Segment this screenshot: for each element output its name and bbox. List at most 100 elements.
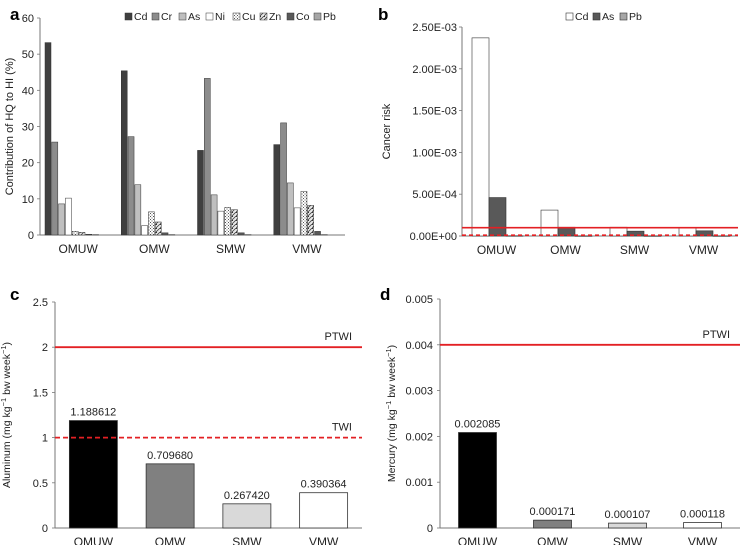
chart-panel-a: 0 10 20 30 40 50 60 Contribution of HQ to HI (%… xyxy=(4,11,345,256)
legend-label: Cd xyxy=(575,11,589,23)
x-tick-label: OMUW xyxy=(58,242,98,256)
legend-label: Cr xyxy=(161,11,173,23)
x-tick-label: VMW xyxy=(292,242,322,256)
y-tick-label: 0.003 xyxy=(405,386,433,398)
legend-label: Zn xyxy=(269,11,281,23)
bar-ni xyxy=(293,207,301,236)
panel-label-d: d xyxy=(380,285,390,304)
bar xyxy=(533,519,572,529)
y-axis-label: Cancer risk xyxy=(381,103,393,159)
legend-swatch xyxy=(619,12,628,21)
x-tick-label: SMW xyxy=(613,535,643,545)
y-tick-label: 2.50E-03 xyxy=(412,22,457,34)
y-axis-label-part: Aluminum (mg kg xyxy=(1,406,13,488)
y-tick-label: 60 xyxy=(22,13,34,25)
legend-swatch xyxy=(313,12,322,21)
y-axis-label-part: bw week xyxy=(1,353,13,398)
legend-swatch xyxy=(124,12,133,21)
bar xyxy=(68,420,118,529)
x-tick-label: SMW xyxy=(620,243,650,257)
legend-swatch xyxy=(232,12,241,21)
legend-swatch xyxy=(565,12,574,21)
data-label: 0.002085 xyxy=(455,419,501,431)
y-axis-label-part: ) xyxy=(386,345,398,349)
y-axis-label: Mercury (mg kg−1 bw week−1) xyxy=(384,345,399,482)
y-tick-label: 0.002 xyxy=(405,431,433,443)
bar-cu xyxy=(300,190,308,236)
y-axis-label: Aluminum (mg kg−1 bw week−1) xyxy=(0,342,13,488)
bar-as xyxy=(134,184,142,236)
y-tick-label: 0 xyxy=(427,523,433,535)
bar-cr xyxy=(127,136,135,236)
y-tick-label: 0.5 xyxy=(33,478,48,490)
x-tick-label: OMUW xyxy=(477,243,517,257)
bar-co xyxy=(85,234,93,236)
reference-line-label: PTWI xyxy=(325,331,353,343)
y-tick-label: 20 xyxy=(22,158,34,170)
bar-zn xyxy=(231,209,238,236)
legend-label: Cd xyxy=(134,11,148,23)
legend-label: Pb xyxy=(629,11,642,23)
bar-cd xyxy=(197,150,204,236)
chart-panel-b: 0.00E+00 5.00E-04 1.00E-03 1.50E-03 2.00E-03… xyxy=(381,11,738,257)
bar-as xyxy=(58,203,65,236)
y-tick-label: 1 xyxy=(42,433,48,445)
bar-cd xyxy=(44,42,52,236)
bar xyxy=(608,522,647,529)
x-tick-label: OMW xyxy=(537,535,568,545)
bar-as xyxy=(488,197,507,237)
y-tick-label: 0.005 xyxy=(405,294,433,306)
y-tick-label: 1.50E-03 xyxy=(412,106,457,118)
bar-co xyxy=(238,232,245,236)
data-label: 0.000171 xyxy=(530,506,576,518)
bar-cd xyxy=(273,144,280,236)
y-tick-label: 2.5 xyxy=(33,297,48,309)
y-tick-label: 1.00E-03 xyxy=(412,147,457,159)
legend-label: As xyxy=(602,11,614,23)
legend-label: Cu xyxy=(242,11,256,23)
legend-label: Pb xyxy=(323,11,336,23)
bar-co xyxy=(314,231,321,236)
bar xyxy=(458,432,497,529)
data-label: 0.267420 xyxy=(224,490,270,502)
data-label: 0.000118 xyxy=(680,509,725,521)
data-label: 0.709680 xyxy=(147,450,193,462)
bar-cd xyxy=(471,37,490,237)
legend-swatch xyxy=(592,12,601,21)
panel-label-b: b xyxy=(378,5,388,24)
bar-cd xyxy=(540,209,559,237)
y-axis-label-superscript: −1 xyxy=(384,401,393,410)
bar-zn xyxy=(155,221,162,236)
legend-swatch xyxy=(259,12,268,21)
x-tick-label: OMW xyxy=(550,243,581,257)
x-tick-label: OMW xyxy=(155,535,186,545)
y-tick-label: 1.5 xyxy=(33,387,48,399)
y-axis-label-superscript: −1 xyxy=(384,348,393,357)
bar-as xyxy=(626,230,645,237)
legend-swatch xyxy=(178,12,187,21)
y-tick-label: 0 xyxy=(42,523,48,535)
bar-ni xyxy=(217,210,225,236)
bar xyxy=(222,503,272,529)
bar-cr xyxy=(204,78,211,236)
bar-cr xyxy=(280,122,287,236)
y-tick-label: 0.00E+00 xyxy=(410,231,457,243)
x-tick-label: VMW xyxy=(309,535,339,545)
panel-label-c: c xyxy=(10,285,19,304)
x-tick-label: SMW xyxy=(216,242,246,256)
bar-cu xyxy=(148,211,155,236)
legend-label: Ni xyxy=(215,11,225,23)
bar-co xyxy=(161,232,169,236)
y-tick-label: 30 xyxy=(22,122,34,134)
y-tick-label: 5.00E-04 xyxy=(412,189,457,201)
y-tick-label: 0.001 xyxy=(405,477,433,489)
reference-line-label: PTWI xyxy=(703,329,731,341)
data-label: 0.000107 xyxy=(605,509,651,521)
x-tick-label: OMUW xyxy=(74,535,114,545)
y-tick-label: 0.004 xyxy=(405,340,433,352)
bar-zn xyxy=(307,205,314,236)
bar xyxy=(683,522,722,529)
x-tick-label: VMW xyxy=(689,243,719,257)
y-axis-label-superscript: −1 xyxy=(0,345,8,354)
